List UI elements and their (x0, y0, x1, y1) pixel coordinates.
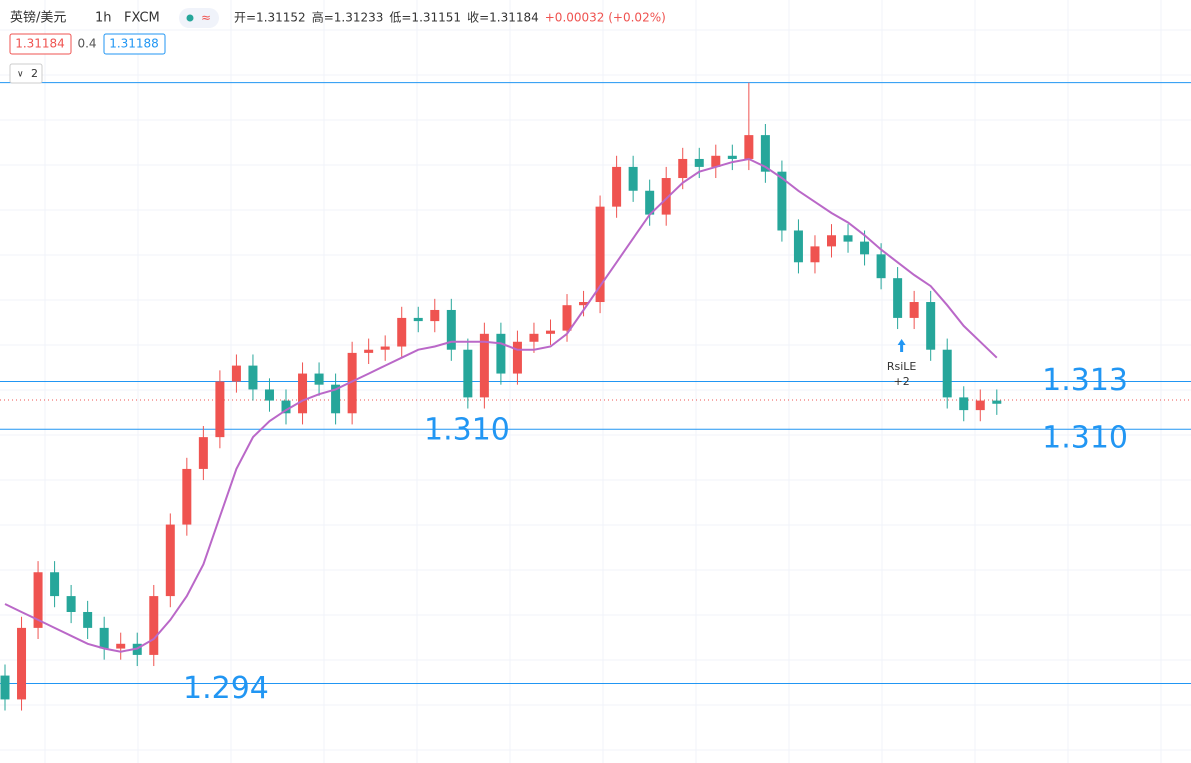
candle-body (165, 524, 175, 597)
candle-body (298, 373, 308, 414)
candle-body (909, 302, 919, 318)
signal-text: +2 (894, 375, 910, 388)
candle-body (612, 166, 622, 207)
ohlc-field: 高=1.31233 (312, 10, 384, 25)
ohlc: 开=1.31152 高=1.31233 低=1.31151 收=1.31184 +0.0… (234, 10, 666, 25)
candle-body (50, 572, 60, 597)
candle-body (760, 135, 770, 172)
candle-body (430, 309, 440, 322)
h-line-label: 1.313 (1042, 363, 1128, 398)
collapse-arrow: ∨ (17, 70, 24, 80)
candle-body (149, 596, 159, 655)
candle-body (264, 389, 274, 401)
candle-body (463, 349, 473, 398)
candle-body (942, 349, 952, 398)
status-pill[interactable] (179, 8, 219, 28)
candle-body (215, 381, 225, 438)
badge (103, 33, 166, 55)
signal-arrow (897, 339, 906, 352)
candle-body (17, 627, 27, 700)
candle-body (793, 230, 803, 263)
status-dot (186, 14, 194, 22)
candle-body (595, 206, 605, 303)
ohlc-field: 开=1.31152 (234, 11, 306, 25)
candle-body (810, 246, 820, 263)
collapse-button[interactable] (9, 63, 43, 84)
moving-average (4, 157, 998, 653)
candle-body (777, 171, 787, 231)
candle-body (446, 309, 456, 350)
source: FXCM (124, 11, 160, 26)
badge (9, 33, 72, 55)
candle-body (843, 235, 853, 242)
candle-body (83, 611, 93, 628)
candle-body (678, 158, 688, 179)
candle-body (694, 158, 704, 167)
candle-body (364, 349, 374, 353)
status-icon: ≈ (201, 11, 211, 25)
candle-body (496, 333, 506, 374)
bid-price: 1.31184 (15, 37, 65, 51)
candle-body (314, 373, 324, 385)
candle-body (529, 333, 539, 342)
candle-body (380, 346, 390, 350)
candle-body (33, 572, 43, 628)
candle-body (413, 317, 423, 322)
symbol: 英镑/美元 (10, 10, 66, 26)
candle-body (926, 302, 936, 350)
mid-label: 1.310 (424, 413, 510, 448)
candle-body (744, 135, 754, 159)
candle-body (727, 155, 737, 159)
candle-body (876, 254, 886, 279)
ask-price: 1.31188 (109, 37, 159, 51)
ohlc-field: 收=1.31184 (467, 11, 539, 25)
h-line-label: 1.310 (1042, 421, 1128, 456)
candle-body (545, 330, 555, 334)
interval: 1h (95, 11, 112, 26)
candle-body (66, 596, 76, 612)
signal-name: RsiLE (887, 360, 917, 373)
candle-body (827, 235, 836, 247)
candle-body (397, 317, 407, 347)
spread: 0.4 (77, 37, 96, 51)
candle-body (860, 241, 870, 255)
candle-body (479, 333, 489, 398)
candle-body (512, 341, 522, 374)
candle-body (661, 178, 671, 215)
candle-body (0, 675, 10, 700)
candle-body (198, 437, 208, 469)
candle-body (99, 627, 109, 649)
collapse-count: 2 (31, 67, 38, 80)
candle-body (579, 302, 589, 306)
plot: 1.313 1.310 1.294 1.310 RsiLE +2 (0, 82, 1191, 711)
candle-body (248, 365, 258, 390)
candle-body (331, 384, 341, 414)
candle-body (182, 468, 192, 525)
ohlc-field: 低=1.31151 (389, 11, 461, 25)
change: +0.00032 (+0.02%) (545, 11, 666, 25)
candle-body (347, 352, 357, 414)
candle-body (281, 400, 291, 414)
candle-body (562, 305, 572, 331)
h-line-label: 1.294 (183, 671, 269, 706)
candle-body (711, 155, 721, 167)
candle-body (959, 397, 969, 411)
candle-body (893, 278, 903, 318)
candle-body (231, 365, 241, 382)
candle-body (116, 643, 126, 649)
candle-body (975, 400, 985, 411)
candle-body (645, 190, 655, 215)
candle-body (992, 400, 1002, 404)
candle-body (628, 166, 638, 191)
